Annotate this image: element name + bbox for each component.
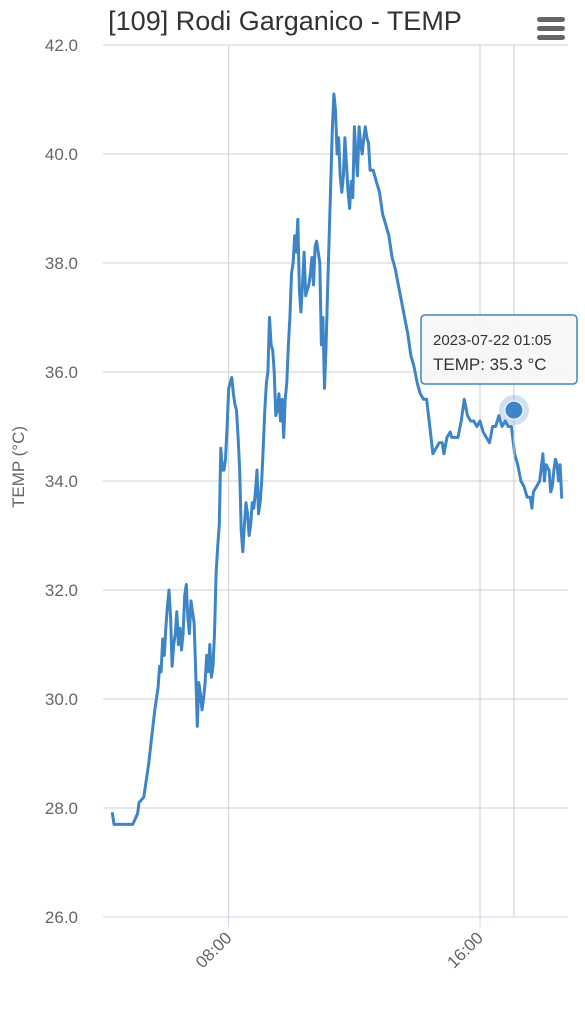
tooltip-value: TEMP: 35.3 °C: [433, 355, 547, 374]
y-tick-label: 38.0: [45, 254, 78, 273]
tooltip-box: [420, 314, 578, 385]
hamburger-menu-icon: [537, 17, 565, 40]
x-tick-label: 08:00: [192, 928, 236, 972]
x-tick-label: 16:00: [443, 928, 487, 972]
y-tick-label: 32.0: [45, 581, 78, 600]
tooltip: 2023-07-22 01:05 TEMP: 35.3 °C: [420, 314, 578, 385]
y-tick-label: 34.0: [45, 472, 78, 491]
series-layer: [110, 92, 564, 826]
y-axis-label: TEMP (°C): [9, 426, 28, 508]
y-tick-labels: 26.0 28.0 30.0 32.0 34.0 36.0 38.0 40.0 42.0: [45, 36, 78, 927]
chart-title: [109] Rodi Garganico - TEMP: [108, 6, 462, 36]
y-tick-label: 40.0: [45, 145, 78, 164]
grid-layer: [103, 44, 568, 918]
y-tick-label: 36.0: [45, 363, 78, 382]
hover-point[interactable]: [504, 400, 524, 420]
menu-button[interactable]: [532, 10, 572, 46]
y-tick-label: 30.0: [45, 690, 78, 709]
y-tick-label: 26.0: [45, 908, 78, 927]
y-tick-label: 42.0: [45, 36, 78, 55]
series-line: [110, 92, 564, 826]
y-tick-label: 28.0: [45, 799, 78, 818]
tooltip-time: 2023-07-22 01:05: [433, 332, 551, 349]
x-grid-layer: [228, 45, 481, 927]
hover-marker-layer: [498, 45, 529, 917]
